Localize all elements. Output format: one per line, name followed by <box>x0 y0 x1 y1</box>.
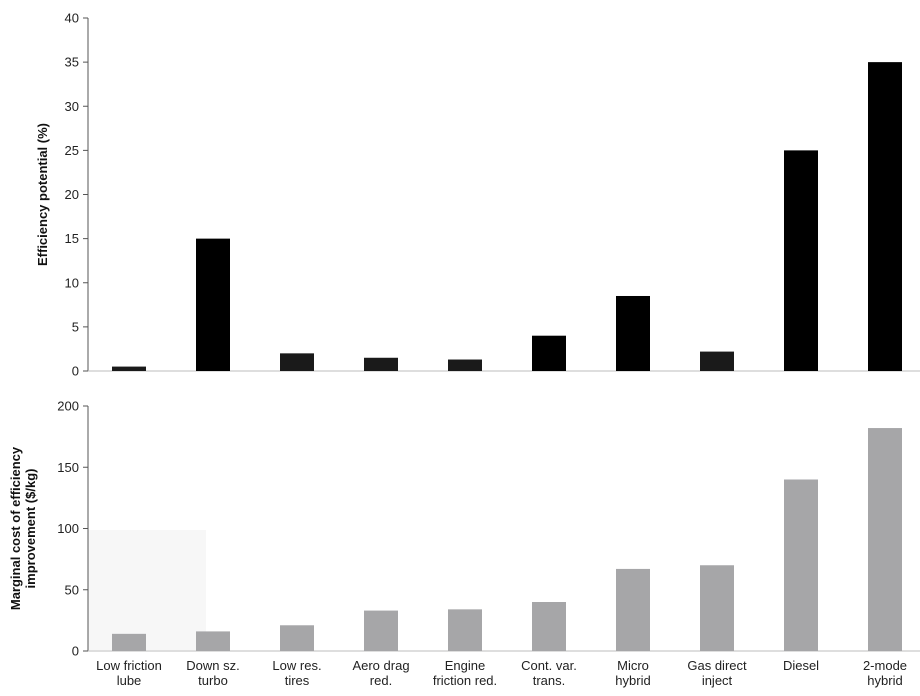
category-label: Diesel <box>783 658 819 673</box>
cost-bar <box>616 568 650 651</box>
efficiency-y-tick-label: 10 <box>65 275 79 290</box>
category-label-line: Aero drag <box>352 658 409 673</box>
efficiency-y-tick-label: 0 <box>72 364 79 379</box>
category-label-line: hybrid <box>867 673 902 688</box>
efficiency-y-tick-label: 5 <box>72 319 79 334</box>
category-label-line: Engine <box>445 658 485 673</box>
category-label-line: tires <box>285 673 310 688</box>
efficiency-y-axis-label-line: Efficiency potential (%) <box>35 123 50 266</box>
efficiency-potential-panel: 0 5 10 15 20 25 30 35 40 Efficiency potential (%) <box>35 11 920 379</box>
category-label-line: Diesel <box>783 658 819 673</box>
efficiency-y-axis-label: Efficiency potential (%) <box>35 123 50 266</box>
cost-bar <box>784 479 818 651</box>
category-label-line: hybrid <box>615 673 650 688</box>
cost-bar <box>868 428 902 651</box>
cost-y-tick-label: 50 <box>65 582 79 597</box>
cost-bar <box>448 609 482 651</box>
cost-y-tick-label: 0 <box>72 644 79 659</box>
cost-bar <box>364 610 398 651</box>
category-label: 2-mode hybrid <box>863 658 907 688</box>
category-label-line: 2-mode <box>863 658 907 673</box>
efficiency-y-tick-label: 20 <box>65 187 79 202</box>
category-label: Down sz. turbo <box>186 658 239 688</box>
category-labels: Low friction lube Down sz. turbo Low res. tir… <box>96 658 907 688</box>
efficiency-y-tick-label: 40 <box>65 11 79 26</box>
cost-bar <box>280 625 314 651</box>
efficiency-y-tick-label: 30 <box>65 99 79 114</box>
efficiency-y-tick-label: 15 <box>65 231 79 246</box>
faint-backdrop-panel <box>88 530 206 650</box>
efficiency-bar <box>196 238 230 371</box>
cost-y-axis-label-line: Marginal cost of efficiency <box>8 446 23 610</box>
efficiency-y-tick-label: 25 <box>65 143 79 158</box>
cost-bar <box>532 602 566 651</box>
category-label-line: turbo <box>198 673 228 688</box>
category-label-line: friction red. <box>433 673 497 688</box>
category-label: Micro hybrid <box>615 658 650 688</box>
efficiency-bar <box>280 353 314 371</box>
cost-y-tick-label: 100 <box>57 521 79 536</box>
category-label: Low res. tires <box>272 658 321 688</box>
efficiency-bar <box>784 150 818 371</box>
cost-y-axis-label: Marginal cost of efficiencyimprovement (… <box>8 446 38 610</box>
category-label: Cont. var. trans. <box>521 658 577 688</box>
category-label-line: Cont. var. <box>521 658 577 673</box>
efficiency-bar <box>868 62 902 371</box>
category-label: Gas direct inject <box>687 658 747 688</box>
category-label-line: Micro <box>617 658 649 673</box>
category-label: Aero drag red. <box>352 658 409 688</box>
efficiency-bar <box>700 351 734 371</box>
category-label: Engine friction red. <box>433 658 497 688</box>
efficiency-bar <box>112 366 146 371</box>
category-label: Low friction lube <box>96 658 162 688</box>
cost-bar <box>196 631 230 651</box>
cost-bar <box>112 633 146 651</box>
efficiency-bar <box>448 359 482 371</box>
category-label-line: inject <box>702 673 733 688</box>
category-label-line: Low friction <box>96 658 162 673</box>
efficiency-bar <box>364 357 398 371</box>
category-label-line: red. <box>370 673 392 688</box>
efficiency-y-tick-label: 35 <box>65 55 79 70</box>
cost-y-tick-label: 200 <box>57 399 79 414</box>
category-label-line: lube <box>117 673 142 688</box>
category-label-line: Down sz. <box>186 658 239 673</box>
category-label-line: trans. <box>533 673 566 688</box>
efficiency-bar <box>532 335 566 371</box>
category-label-line: Gas direct <box>687 658 747 673</box>
category-label-line: Low res. <box>272 658 321 673</box>
cost-y-axis-label-line: improvement ($/kg) <box>23 469 38 589</box>
cost-bar <box>700 565 734 651</box>
cost-y-tick-label: 150 <box>57 460 79 475</box>
marginal-cost-panel: 0 50 100 150 200 Marginal cost of efficiencyi… <box>8 399 920 659</box>
efficiency-bar <box>616 295 650 371</box>
